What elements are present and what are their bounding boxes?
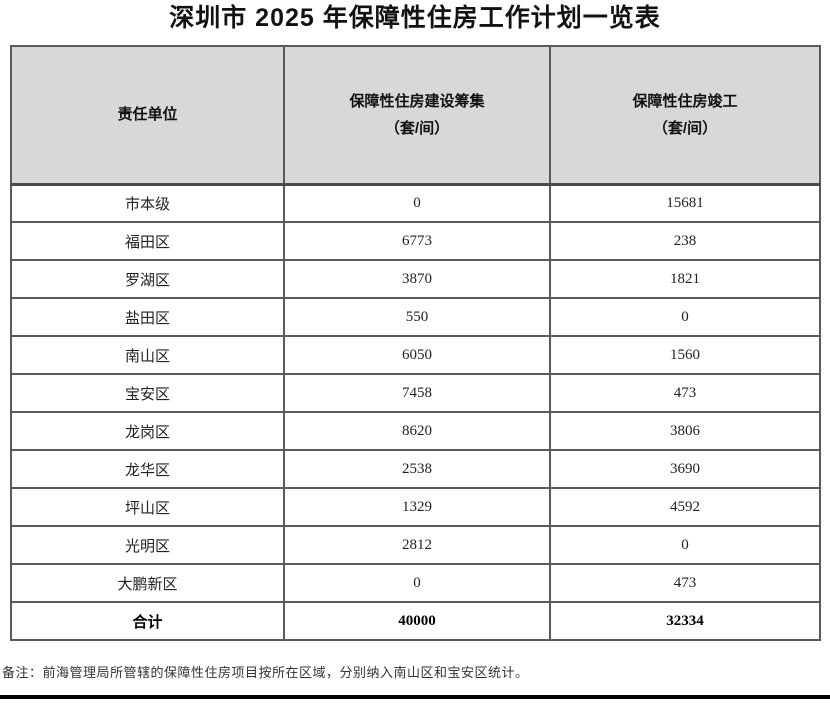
table-row: 宝安区 7458 473	[10, 373, 821, 413]
construction-cell: 0	[283, 563, 551, 603]
completion-cell: 0	[549, 297, 821, 337]
unit-cell: 大鹏新区	[10, 563, 285, 603]
footnote: 备注：前海管理局所管辖的保障性住房项目按所在区域，分别纳入南山区和宝安区统计。	[2, 665, 529, 680]
construction-cell: 3870	[283, 259, 551, 299]
table-row: 南山区 6050 1560	[10, 335, 821, 375]
completion-cell: 1821	[549, 259, 821, 299]
table-body: 市本级 0 15681 福田区 6773 238 罗湖区 3870 1821 盐田区 550 0 南山区…	[10, 183, 821, 641]
header-completion-label-line2: （套/间）	[652, 119, 718, 137]
table-row: 罗湖区 3870 1821	[10, 259, 821, 299]
table-row: 龙华区 2538 3690	[10, 449, 821, 489]
construction-cell: 6773	[283, 221, 551, 261]
unit-cell: 福田区	[10, 221, 285, 261]
table-row: 龙岗区 8620 3806	[10, 411, 821, 451]
unit-cell: 龙岗区	[10, 411, 285, 451]
unit-cell: 光明区	[10, 525, 285, 565]
completion-cell: 3690	[549, 449, 821, 489]
completion-cell: 1560	[549, 335, 821, 375]
unit-cell: 龙华区	[10, 449, 285, 489]
header-completion-label-line1: 保障性住房竣工	[632, 92, 738, 110]
construction-cell: 0	[283, 183, 551, 223]
completion-cell: 4592	[549, 487, 821, 527]
header-cell-completion: 保障性住房竣工 （套/间）	[549, 45, 821, 186]
construction-cell: 8620	[283, 411, 551, 451]
table-row: 光明区 2812 0	[10, 525, 821, 565]
header-cell-construction: 保障性住房建设筹集 （套/间）	[283, 45, 551, 186]
table-row: 盐田区 550 0	[10, 297, 821, 337]
table-row: 坪山区 1329 4592	[10, 487, 821, 527]
construction-cell: 7458	[283, 373, 551, 413]
completion-cell: 3806	[549, 411, 821, 451]
completion-cell: 0	[549, 525, 821, 565]
page-title: 深圳市 2025 年保障性住房工作计划一览表	[169, 4, 661, 32]
header-cell-unit: 责任单位	[10, 45, 285, 186]
unit-cell: 南山区	[10, 335, 285, 375]
completion-cell: 32334	[549, 601, 821, 641]
unit-cell: 市本级	[10, 183, 285, 223]
construction-cell: 40000	[283, 601, 551, 641]
construction-cell: 6050	[283, 335, 551, 375]
completion-cell: 15681	[549, 183, 821, 223]
completion-cell: 238	[549, 221, 821, 261]
table-row: 市本级 0 15681	[10, 183, 821, 223]
housing-plan-table: 责任单位 保障性住房建设筹集 （套/间） 保障性住房竣工 （套/间） 市本级 0 1…	[10, 45, 821, 641]
header-construction-label-line2: （套/间）	[384, 119, 450, 137]
header-unit-label: 责任单位	[117, 106, 178, 124]
unit-cell: 合计	[10, 601, 285, 641]
header-construction-label-line1: 保障性住房建设筹集	[349, 92, 485, 110]
construction-cell: 2538	[283, 449, 551, 489]
table-row: 福田区 6773 238	[10, 221, 821, 261]
total-row: 合计 40000 32334	[10, 601, 821, 641]
unit-cell: 罗湖区	[10, 259, 285, 299]
unit-cell: 宝安区	[10, 373, 285, 413]
completion-cell: 473	[549, 373, 821, 413]
construction-cell: 550	[283, 297, 551, 337]
header-row: 责任单位 保障性住房建设筹集 （套/间） 保障性住房竣工 （套/间）	[10, 45, 821, 186]
table-row: 大鹏新区 0 473	[10, 563, 821, 603]
page-bottom-rule	[0, 695, 830, 699]
unit-cell: 盐田区	[10, 297, 285, 337]
construction-cell: 1329	[283, 487, 551, 527]
unit-cell: 坪山区	[10, 487, 285, 527]
construction-cell: 2812	[283, 525, 551, 565]
completion-cell: 473	[549, 563, 821, 603]
